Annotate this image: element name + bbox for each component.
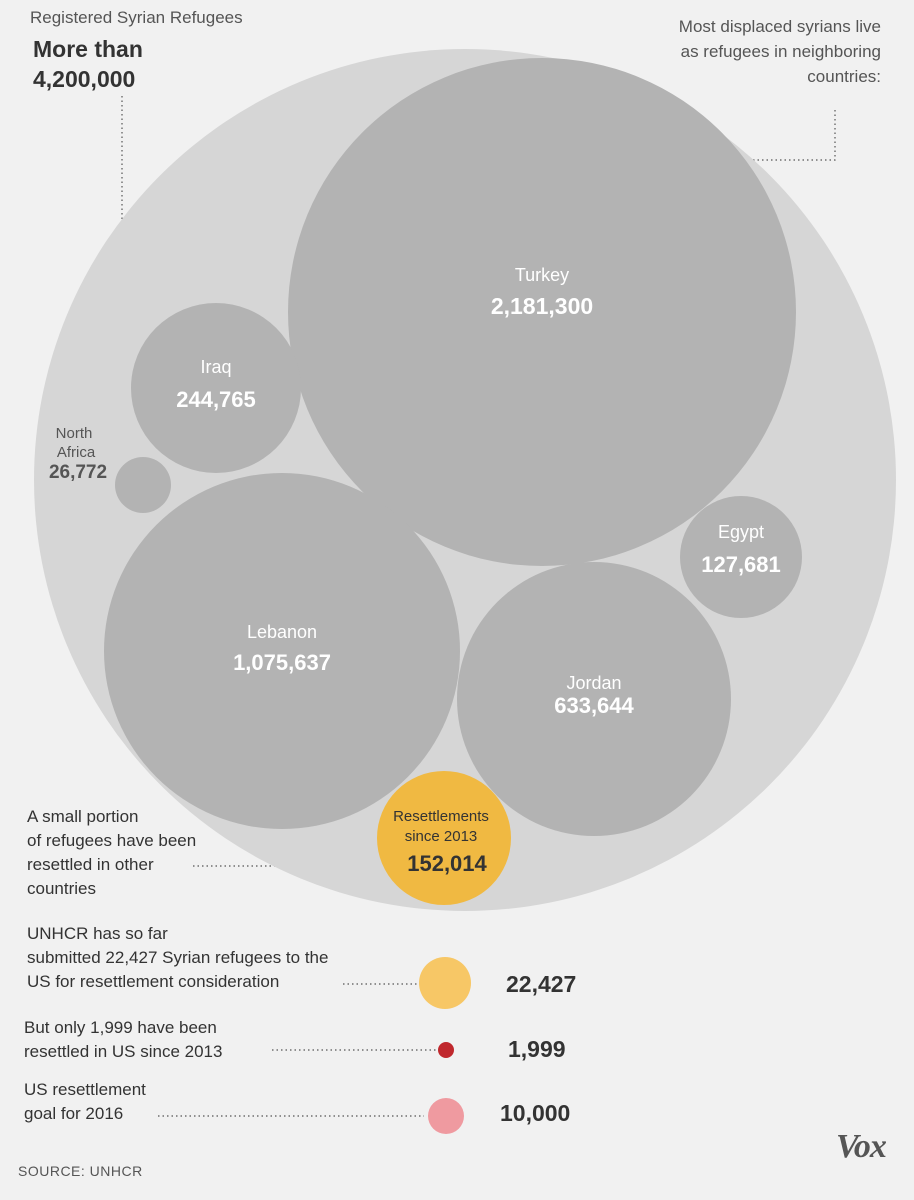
label-turkey-name: Turkey — [515, 265, 569, 285]
label-iraq-value: 244,765 — [176, 387, 256, 412]
us-dot-submitted-to-us — [419, 957, 471, 1009]
note-line: of refugees have been — [27, 831, 197, 850]
vox-logo: Vox — [836, 1128, 887, 1165]
bubble-egypt — [680, 496, 802, 618]
source-credit: SOURCE: UNHCR — [18, 1163, 143, 1179]
label-turkey-value: 2,181,300 — [491, 293, 593, 319]
goal-value: 10,000 — [500, 1100, 571, 1126]
bubble-north-africa — [115, 457, 171, 513]
label-egypt-name: Egypt — [718, 522, 764, 542]
us-dot-resettled-in-us-since-2013 — [438, 1042, 454, 1058]
label-north-africa-name-line2: Africa — [57, 444, 96, 461]
bubble-iraq — [131, 303, 301, 473]
bubble-labels: Turkey 2,181,300 Iraq 244,765 Lebanon 1,075,6… — [49, 265, 781, 876]
neighbor-note: Most displaced syrians live as refugees … — [679, 14, 881, 89]
label-resettlements-name-line1: Resettlements — [393, 808, 489, 825]
resettled-us-value: 1,999 — [508, 1036, 566, 1062]
note-line: US for resettlement consideration — [27, 972, 280, 991]
us-dot-us-resettlement-goal-for-2016 — [428, 1098, 464, 1134]
note-line: submitted 22,427 Syrian refugees to the — [27, 948, 329, 967]
label-north-africa-value: 26,772 — [49, 462, 107, 483]
bubble-resettlements-since-2013 — [377, 771, 511, 905]
resettled-us-note: But only 1,999 have been resettled in US… — [24, 1016, 222, 1064]
note-line: goal for 2016 — [24, 1104, 124, 1123]
total-label: Registered Syrian Refugees — [30, 8, 243, 27]
label-resettlements-value: 152,014 — [407, 851, 487, 876]
neighbor-note-line: countries: — [807, 67, 881, 86]
bubble-turkey — [288, 58, 796, 566]
note-line: resettled in other — [27, 855, 154, 874]
label-jordan-name: Jordan — [566, 673, 621, 693]
note-line: US resettlement — [24, 1080, 146, 1099]
label-lebanon-value: 1,075,637 — [233, 650, 331, 675]
label-iraq-name: Iraq — [200, 357, 231, 377]
submitted-value: 22,427 — [506, 971, 577, 997]
label-resettlements-name-line2: since 2013 — [405, 828, 478, 845]
neighbor-leader-line — [740, 110, 836, 161]
total-line-1: More than — [33, 36, 143, 62]
total-line-2: 4,200,000 — [33, 66, 136, 92]
goal-note: US resettlement goal for 2016 — [24, 1078, 146, 1126]
note-line: A small portion — [27, 807, 139, 826]
neighbor-note-line: Most displaced syrians live — [678, 17, 881, 36]
resettled-other-note: A small portion of refugees have been re… — [27, 805, 196, 901]
bubble-lebanon — [104, 473, 460, 829]
submitted-note: UNHCR has so far submitted 22,427 Syrian… — [27, 922, 328, 994]
label-lebanon-name: Lebanon — [247, 622, 317, 642]
note-line: resettled in US since 2013 — [24, 1042, 223, 1061]
note-line: countries — [27, 879, 96, 898]
label-jordan-value: 633,644 — [554, 693, 634, 718]
note-line: UNHCR has so far — [27, 924, 168, 943]
bubble-jordan — [457, 562, 731, 836]
neighbor-note-line: as refugees in neighboring — [680, 42, 881, 61]
note-line: But only 1,999 have been — [24, 1018, 217, 1037]
label-north-africa-name-line1: North — [56, 425, 93, 442]
label-egypt-value: 127,681 — [701, 552, 781, 577]
bubbles — [34, 49, 896, 1134]
